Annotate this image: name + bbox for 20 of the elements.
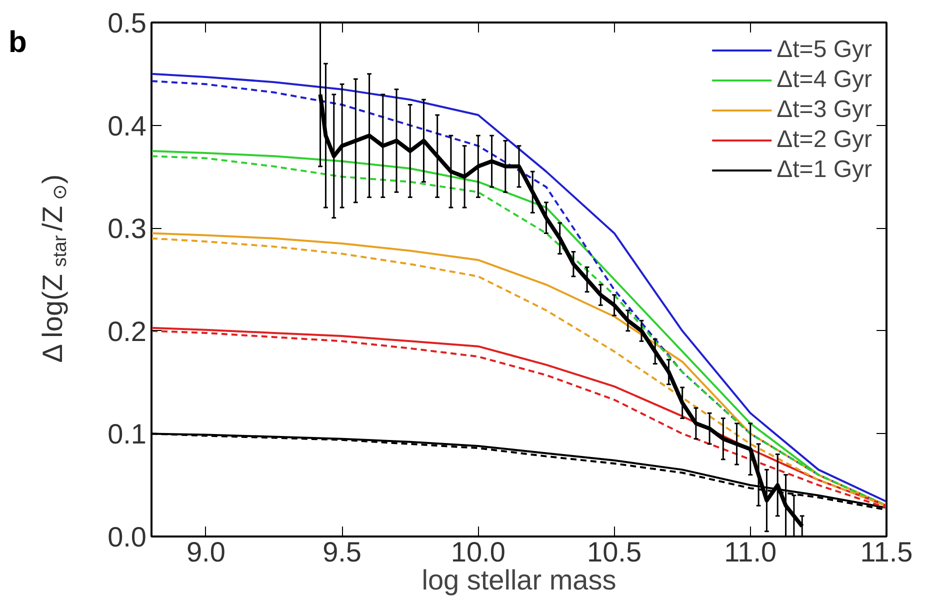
- legend-label: Δt=1 Gyr: [776, 156, 872, 184]
- x-tick-label: 10.0: [450, 536, 506, 568]
- text: b: [8, 26, 27, 59]
- y-tick-label: 0.5: [108, 8, 147, 38]
- x-tick-label: 11.0: [724, 536, 777, 568]
- x-axis-title: log stellar mass: [422, 564, 616, 596]
- x-tick-label: 9.0: [186, 536, 226, 568]
- y-axis-title: Δ log(Zstar/Z⊙): [37, 174, 71, 363]
- y-tick-label: 0.0: [108, 522, 147, 552]
- y-tick-label: 0.1: [108, 418, 147, 450]
- y-tick-label: 0.2: [108, 316, 147, 347]
- x-tick-label: 9.5: [322, 536, 362, 568]
- legend-label: Δt=3 Gyr: [776, 96, 872, 124]
- legend-label: Δt=2 Gyr: [776, 126, 872, 154]
- y-tick-label: 0.4: [108, 110, 147, 142]
- y-tick-label: 0.3: [108, 213, 147, 244]
- x-tick-label: 11.5: [860, 536, 913, 568]
- x-tick-label: 10.5: [587, 536, 642, 568]
- legend-label: Δt=5 Gyr: [776, 36, 872, 64]
- legend-label: Δt=4 Gyr: [776, 66, 872, 94]
